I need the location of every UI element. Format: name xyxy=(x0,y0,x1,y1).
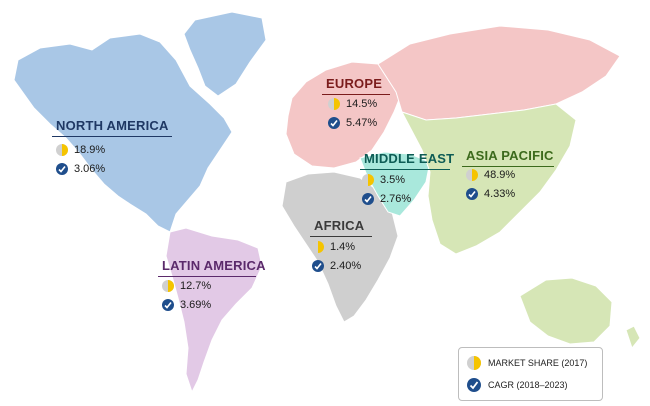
asia-pacific-cagr: 4.33% xyxy=(466,188,515,200)
europe-shape xyxy=(285,61,403,169)
latin-america-label: LATIN AMERICA xyxy=(162,258,266,273)
market-share-pie-icon xyxy=(362,174,374,186)
europe-underline xyxy=(322,94,390,95)
market-share-value: 48.9% xyxy=(484,169,516,181)
cagr-value: 5.47% xyxy=(346,117,378,129)
latin-america-underline xyxy=(158,276,256,277)
australia-shape xyxy=(519,277,613,345)
market-share-pie-icon xyxy=(467,356,481,370)
market-share-value: 1.4% xyxy=(330,241,356,253)
market-share-pie-icon xyxy=(56,144,68,156)
asia-pacific-shape xyxy=(400,103,577,255)
greenland-shape xyxy=(183,11,267,97)
cagr-check-icon xyxy=(362,193,374,205)
asia-pacific-market-share: 48.9% xyxy=(466,169,515,181)
cagr-check-icon xyxy=(467,378,481,392)
legend-market-share-label: MARKET SHARE (2017) xyxy=(488,358,588,368)
market-share-value: 14.5% xyxy=(346,98,378,110)
market-share-pie-icon xyxy=(162,280,174,292)
north-america-shape xyxy=(13,33,233,233)
africa-underline xyxy=(310,236,372,237)
latin-america-market-share: 12.7% xyxy=(162,280,211,292)
europe-cagr: 5.47% xyxy=(328,117,377,129)
asia-pacific-label: ASIA PACIFIC xyxy=(466,148,554,163)
north-america-cagr: 3.06% xyxy=(56,163,105,175)
cagr-check-icon xyxy=(312,260,324,272)
legend-box: MARKET SHARE (2017) CAGR (2018–2023) xyxy=(458,347,603,401)
cagr-value: 3.69% xyxy=(180,299,212,311)
market-share-pie-icon xyxy=(312,241,324,253)
cagr-check-icon xyxy=(162,299,174,311)
north-america-label: NORTH AMERICA xyxy=(56,118,169,133)
north-america-underline xyxy=(52,136,172,137)
new-zealand-shape xyxy=(625,325,641,350)
market-share-value: 12.7% xyxy=(180,280,212,292)
africa-market-share: 1.4% xyxy=(312,241,355,253)
market-share-pie-icon xyxy=(328,98,340,110)
europe-market-share: 14.5% xyxy=(328,98,377,110)
market-share-pie-icon xyxy=(466,169,478,181)
latin-america-cagr: 3.69% xyxy=(162,299,211,311)
market-share-value: 3.5% xyxy=(380,174,406,186)
legend-market-share: MARKET SHARE (2017) xyxy=(467,356,587,370)
latin-america-shape xyxy=(165,227,263,394)
cagr-check-icon xyxy=(328,117,340,129)
africa-label: AFRICA xyxy=(314,218,365,233)
africa-shape xyxy=(281,171,399,323)
middle-east-underline xyxy=(360,169,450,170)
cagr-value: 2.40% xyxy=(330,260,362,272)
middle-east-cagr: 2.76% xyxy=(362,193,411,205)
cagr-check-icon xyxy=(466,188,478,200)
asia-pacific-underline xyxy=(462,166,554,167)
russia-shape xyxy=(377,25,621,121)
middle-east-shape xyxy=(359,151,431,217)
middle-east-label: MIDDLE EAST xyxy=(364,151,455,166)
middle-east-market-share: 3.5% xyxy=(362,174,405,186)
legend-cagr: CAGR (2018–2023) xyxy=(467,378,568,392)
market-share-value: 18.9% xyxy=(74,144,106,156)
cagr-check-icon xyxy=(56,163,68,175)
africa-cagr: 2.40% xyxy=(312,260,361,272)
cagr-value: 3.06% xyxy=(74,163,106,175)
legend-cagr-label: CAGR (2018–2023) xyxy=(488,380,568,390)
cagr-value: 4.33% xyxy=(484,188,516,200)
cagr-value: 2.76% xyxy=(380,193,412,205)
north-america-market-share: 18.9% xyxy=(56,144,105,156)
europe-label: EUROPE xyxy=(326,76,383,91)
